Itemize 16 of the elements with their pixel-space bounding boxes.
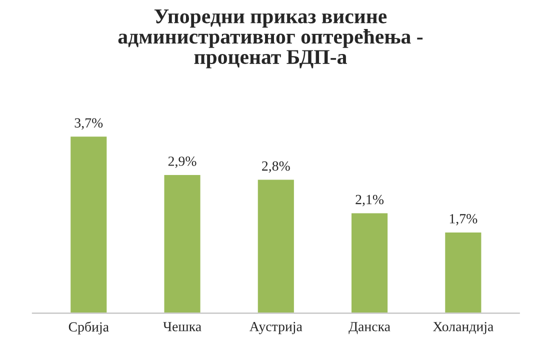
data-label: 2,8% (262, 161, 290, 173)
data-label: 2,1% (356, 194, 384, 206)
data-label: 2,9% (168, 156, 196, 168)
x-tick-label: Холандија (433, 322, 494, 334)
x-tick-label: Србија (68, 322, 109, 334)
bar (444, 231, 483, 314)
data-label: 3,7% (74, 118, 103, 130)
x-tick-label: Данска (348, 322, 390, 334)
x-tick-label: Аустрија (250, 322, 302, 334)
bar (256, 178, 296, 314)
chart-title: Упоредни приказ висине административног оптерећења - проценат БДП-а (118, 10, 423, 68)
bar (162, 174, 202, 314)
bar (350, 212, 389, 314)
x-tick-label: Чешка (163, 322, 202, 332)
bar (69, 135, 108, 314)
data-label: 1,7% (450, 214, 478, 226)
